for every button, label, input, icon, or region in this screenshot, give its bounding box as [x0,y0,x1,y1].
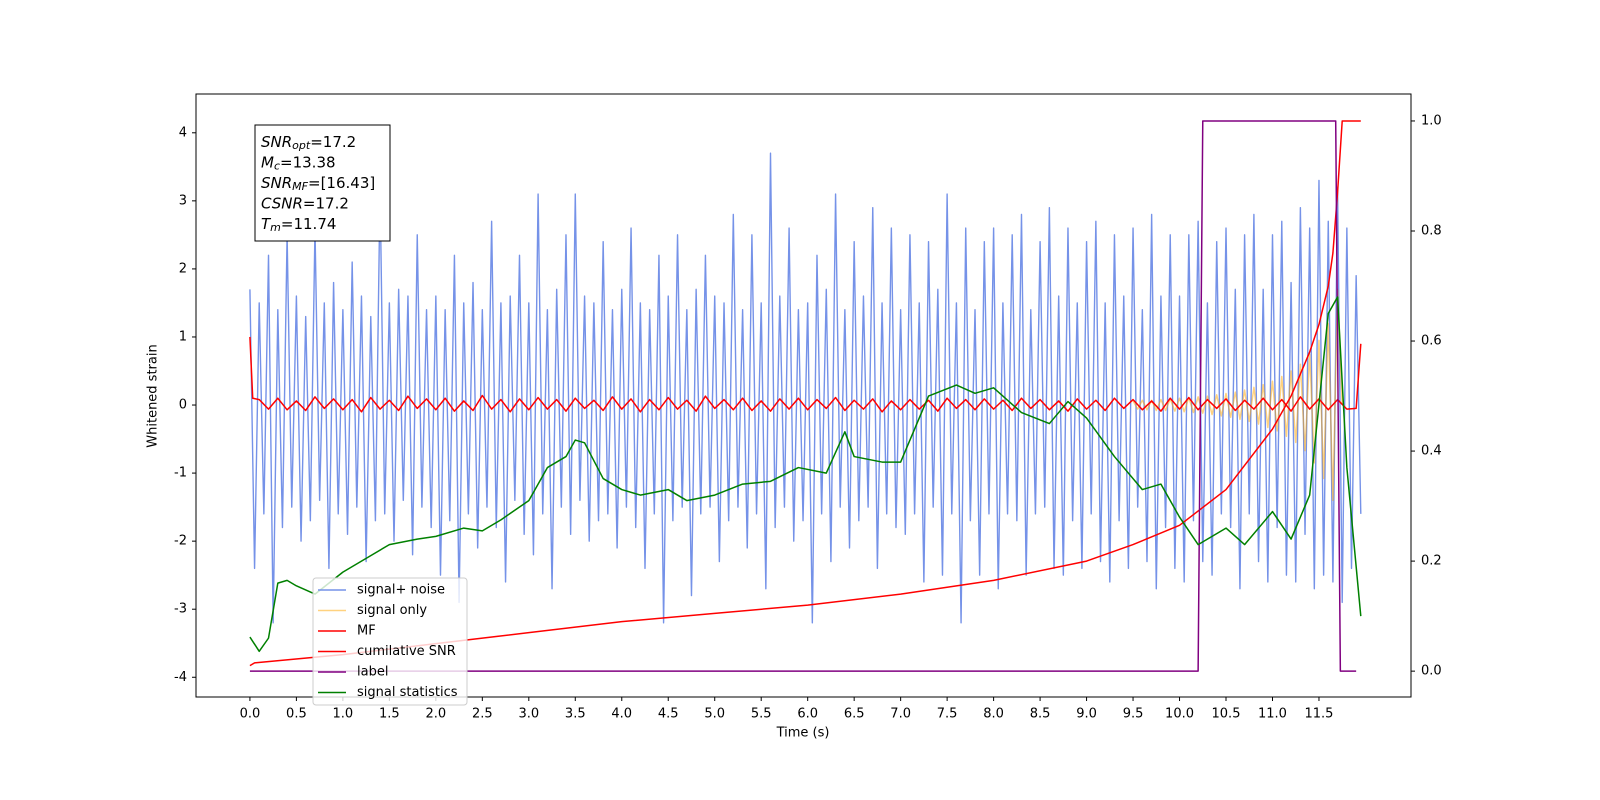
y2-tick-label: 0.4 [1421,444,1442,459]
series-line [249,336,1362,413]
x-tick-label: 5.0 [704,707,725,722]
legend-label: signal statistics [357,685,458,700]
y2-tick-label: 0.8 [1421,223,1442,238]
x-tick-label: 11.5 [1304,707,1333,722]
x-tick-label: 2.5 [472,707,493,722]
legend-label: signal+ noise [357,583,445,598]
axes-frame [195,93,1412,698]
x-tick-label: 9.5 [1123,707,1144,722]
x-tick-label: 11.0 [1258,707,1287,722]
x-tick-label: 3.0 [518,707,539,722]
annotation-subscript: c [274,160,280,173]
x-tick-label: 5.5 [751,707,772,722]
legend-label: label [357,665,388,680]
annotation-value: =17.2 [303,194,349,212]
x-tick-label: 0.0 [240,707,261,722]
legend: signal+ noise signal only MF cumilative SNR… [312,577,468,706]
series-line [249,120,1361,667]
legend-label: cumilative SNR [357,644,456,659]
annotation-line: Mc=13.38 [261,153,336,173]
x-tick-label: 10.0 [1165,707,1194,722]
y-tick-label: -1 [174,466,187,481]
annotation-frame [254,124,391,242]
x-tick-label: 10.5 [1212,707,1241,722]
series-line [249,152,1362,624]
annotation-value: =11.74 [281,215,337,233]
annotation-value: =17.2 [310,133,356,151]
y2-tick-label: 0.2 [1421,554,1442,569]
annotation-subscript: MF [292,180,308,193]
x-tick-label: 6.0 [797,707,818,722]
annotation-symbol: SNR [261,133,292,151]
y2-tick-label: 0.0 [1421,664,1442,679]
x-tick-label: 9.0 [1076,707,1097,722]
annotation-value: =13.38 [280,153,336,171]
y2-tick-label: 1.0 [1421,113,1442,128]
annotation-subscript: m [270,221,281,234]
legend-label: MF [357,624,376,639]
annotation-subscript: opt [292,139,311,152]
annotation-line: SNRMF=[16.43] [261,174,375,194]
annotation-symbol: M [261,153,274,171]
x-tick-label: 4.0 [611,707,632,722]
y-tick-label: 2 [179,261,187,276]
y-tick-label: -4 [174,670,187,685]
annotation-line: SNRopt=17.2 [261,133,356,153]
x-tick-label: 7.0 [890,707,911,722]
x-tick-label: 8.0 [983,707,1004,722]
y-tick-label: 3 [179,193,187,208]
series-line [249,296,1362,653]
x-tick-label: 8.5 [1030,707,1051,722]
annotation-symbol: SNR [261,174,292,192]
x-axis-label: Time (s) [776,726,830,741]
x-tick-label: 6.5 [844,707,865,722]
y-tick-label: -3 [174,602,187,617]
series-group [249,120,1362,672]
legend-frame [312,577,468,706]
y-axis-label: Whitened strain [146,344,161,447]
annotation-value: =[16.43] [308,174,375,192]
x-tick-label: 1.0 [333,707,354,722]
y2-tick-label: 0.6 [1421,334,1442,349]
y-tick-label: 0 [179,398,187,413]
y-tick-label: -2 [174,534,187,549]
y-tick-label: 1 [179,329,187,344]
x-tick-label: 7.5 [937,707,958,722]
annotation-symbol: T [261,215,272,233]
annotation-box: SNRopt=17.2Mc=13.38SNRMF=[16.43]CSNR=17.… [254,124,391,242]
x-tick-label: 1.5 [379,707,400,722]
y-tick-label: 4 [179,125,187,140]
annotation-line: CSNR=17.2 [261,194,349,212]
series-line [249,120,1357,672]
plot-area [195,93,1412,698]
annotation-line: Tm=11.74 [261,215,336,235]
x-tick-label: 3.5 [565,707,586,722]
x-tick-label: 0.5 [286,707,307,722]
legend-label: signal only [357,603,427,618]
series-line [1132,288,1343,502]
x-tick-label: 2.0 [425,707,446,722]
x-tick-label: 4.5 [658,707,679,722]
annotation-symbol: CSNR [261,194,303,212]
